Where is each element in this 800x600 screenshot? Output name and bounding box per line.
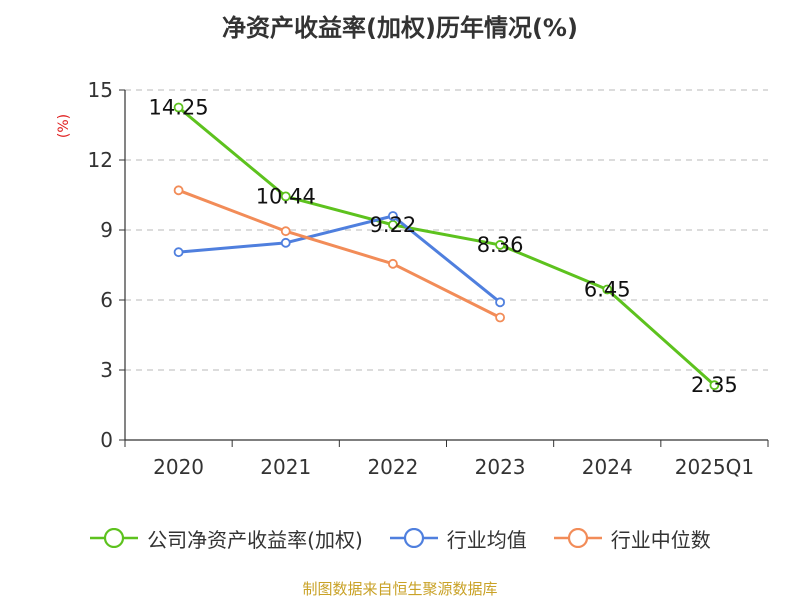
series-2 (173, 185, 505, 323)
legend: 公司净资产收益率(加权) 行业均值 行业中位数 (0, 520, 800, 556)
data-label: 2.35 (691, 373, 738, 397)
legend-label: 行业均值 (446, 527, 527, 552)
data-point (495, 240, 505, 250)
data-point (602, 284, 613, 295)
source-note: 制图数据来自恒生聚源数据库 (302, 580, 498, 598)
data-point (388, 258, 398, 269)
data-point (280, 191, 291, 202)
series-line (178, 188, 501, 319)
x-tick-label: 2020 (153, 455, 204, 479)
legend-item[interactable]: 行业均值 (389, 524, 527, 553)
data-point (280, 226, 291, 237)
data-point (280, 237, 291, 248)
legend-item[interactable]: 行业中位数 (553, 524, 711, 553)
chart-title: 净资产收益率(加权)历年情况(%) (222, 14, 578, 42)
x-tick-label: 2023 (475, 455, 526, 479)
y-tick-label: 15 (88, 78, 113, 102)
data-point (709, 380, 720, 391)
series-line (177, 106, 716, 387)
legend-marker-icon (90, 528, 139, 548)
series-1 (173, 211, 505, 308)
data-point (495, 312, 505, 323)
data-point (173, 247, 184, 258)
y-tick-label: 0 (100, 428, 113, 452)
x-tick-label: 2021 (260, 455, 311, 479)
x-tick-label: 2025Q1 (675, 455, 754, 479)
data-label: 14.25 (149, 96, 209, 120)
data-label: 6.45 (584, 278, 631, 302)
series-0 (173, 102, 720, 391)
legend-label: 行业中位数 (610, 527, 711, 552)
data-point (495, 297, 505, 308)
data-label: 9.22 (370, 213, 417, 237)
data-label: 8.36 (477, 233, 524, 257)
data-point (173, 185, 184, 196)
data-label: 10.44 (256, 184, 316, 208)
data-point (388, 211, 398, 221)
x-tick-label: 2024 (582, 455, 633, 479)
series-line (178, 214, 502, 304)
y-tick-label: 6 (100, 288, 113, 312)
y-tick-label: 12 (88, 148, 113, 172)
axes: 0 3 6 9 12 15 2020 2021 2022 2023 2024 2025Q1 (88, 78, 769, 479)
legend-marker-icon (389, 528, 438, 548)
legend-item[interactable]: 公司净资产收益率(加权) (89, 524, 363, 553)
series-lines (173, 102, 720, 391)
y-axis-title: (%) (56, 114, 72, 138)
grid-lines (125, 89, 768, 371)
y-tick-label: 9 (100, 218, 113, 242)
legend-marker-icon (553, 528, 602, 548)
legend-label: 公司净资产收益率(加权) (147, 527, 363, 552)
x-tick-label: 2022 (367, 455, 418, 479)
data-point (173, 102, 184, 113)
data-labels: 14.25 10.44 9.22 8.36 6.45 2.35 (149, 96, 738, 398)
y-tick-label: 3 (100, 358, 113, 382)
